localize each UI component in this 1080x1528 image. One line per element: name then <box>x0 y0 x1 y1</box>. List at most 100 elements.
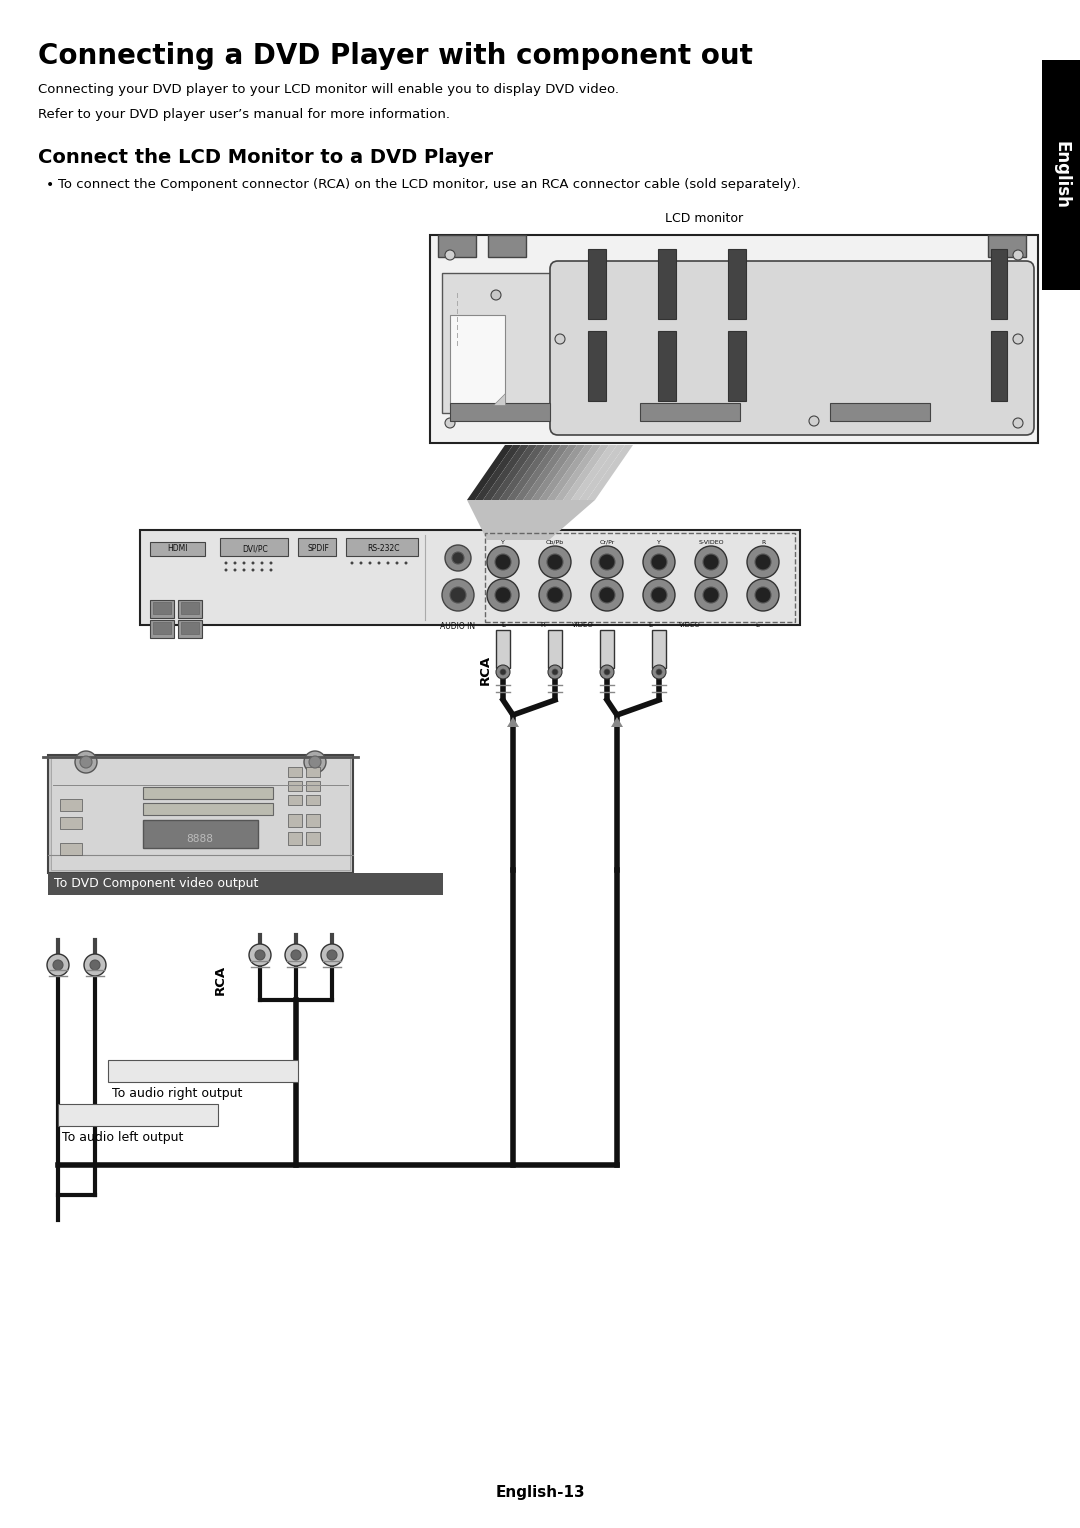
Bar <box>143 821 258 848</box>
Circle shape <box>303 750 326 773</box>
Circle shape <box>395 561 399 564</box>
Bar <box>153 622 171 634</box>
Circle shape <box>496 665 510 678</box>
Bar <box>991 332 1007 400</box>
Text: L: L <box>648 622 652 628</box>
Circle shape <box>260 568 264 571</box>
Text: RCA: RCA <box>478 656 491 685</box>
Circle shape <box>270 561 272 564</box>
Polygon shape <box>611 717 623 727</box>
Bar <box>220 538 288 556</box>
Circle shape <box>405 561 407 564</box>
Text: To audio left output: To audio left output <box>62 1131 184 1143</box>
Polygon shape <box>515 445 561 500</box>
Circle shape <box>442 579 474 611</box>
Circle shape <box>368 561 372 564</box>
Circle shape <box>453 552 464 564</box>
Circle shape <box>233 568 237 571</box>
Circle shape <box>755 587 771 604</box>
Bar <box>658 332 676 400</box>
Bar <box>60 799 82 811</box>
Text: LCD monitor: LCD monitor <box>665 212 743 225</box>
Circle shape <box>755 555 771 570</box>
Bar <box>442 274 550 413</box>
Circle shape <box>243 561 245 564</box>
Bar <box>658 249 676 319</box>
Bar <box>496 630 510 668</box>
Circle shape <box>84 953 106 976</box>
Circle shape <box>599 555 615 570</box>
Bar <box>48 872 443 895</box>
Bar <box>143 804 273 814</box>
Circle shape <box>696 579 727 611</box>
Bar <box>588 332 606 400</box>
Bar <box>150 620 174 639</box>
Text: VIDEO: VIDEO <box>572 622 594 628</box>
Circle shape <box>552 669 558 675</box>
Circle shape <box>487 545 519 578</box>
Polygon shape <box>483 445 529 500</box>
Text: Y: Y <box>657 539 661 545</box>
Bar <box>450 403 550 422</box>
Polygon shape <box>467 445 513 500</box>
Text: Connecting your DVD player to your LCD monitor will enable you to display DVD vi: Connecting your DVD player to your LCD m… <box>38 83 619 96</box>
Circle shape <box>546 555 563 570</box>
Bar <box>288 833 302 845</box>
Circle shape <box>80 756 92 769</box>
Text: Y: Y <box>501 539 505 545</box>
Bar <box>288 767 302 778</box>
Circle shape <box>652 665 666 678</box>
Text: English-13: English-13 <box>496 1485 584 1500</box>
Circle shape <box>491 290 501 299</box>
Circle shape <box>445 251 455 260</box>
Circle shape <box>643 579 675 611</box>
Bar <box>306 781 320 792</box>
Circle shape <box>249 944 271 966</box>
Circle shape <box>48 953 69 976</box>
Bar <box>991 249 1007 319</box>
Text: VIDEO: VIDEO <box>679 622 701 628</box>
Circle shape <box>285 944 307 966</box>
Text: SPDIF: SPDIF <box>307 544 329 553</box>
Circle shape <box>591 579 623 611</box>
Polygon shape <box>588 445 633 500</box>
Bar <box>548 630 562 668</box>
Text: RCA: RCA <box>214 966 227 995</box>
Polygon shape <box>563 445 609 500</box>
Polygon shape <box>523 445 569 500</box>
Circle shape <box>591 545 623 578</box>
Bar <box>108 1060 298 1082</box>
Circle shape <box>747 579 779 611</box>
Bar <box>728 332 746 400</box>
Circle shape <box>351 561 353 564</box>
Bar <box>58 1105 218 1126</box>
Polygon shape <box>571 445 617 500</box>
Bar <box>140 530 800 625</box>
Bar <box>488 235 526 257</box>
Circle shape <box>651 587 667 604</box>
Polygon shape <box>546 445 593 500</box>
Circle shape <box>656 669 662 675</box>
Text: L: L <box>501 622 505 628</box>
Circle shape <box>75 750 97 773</box>
Circle shape <box>600 665 615 678</box>
Circle shape <box>495 555 511 570</box>
Polygon shape <box>539 445 585 500</box>
Circle shape <box>243 568 245 571</box>
Bar <box>831 403 930 422</box>
Circle shape <box>260 561 264 564</box>
Text: Cb/Pb: Cb/Pb <box>545 539 564 545</box>
Circle shape <box>252 561 255 564</box>
Bar <box>178 620 202 639</box>
Circle shape <box>729 251 739 260</box>
Text: English: English <box>1052 141 1070 209</box>
Bar <box>728 249 746 319</box>
Bar <box>306 814 320 827</box>
Bar <box>288 795 302 805</box>
Circle shape <box>651 555 667 570</box>
Circle shape <box>747 545 779 578</box>
Polygon shape <box>507 717 519 727</box>
Bar <box>150 601 174 617</box>
Circle shape <box>387 561 390 564</box>
Circle shape <box>445 419 455 428</box>
